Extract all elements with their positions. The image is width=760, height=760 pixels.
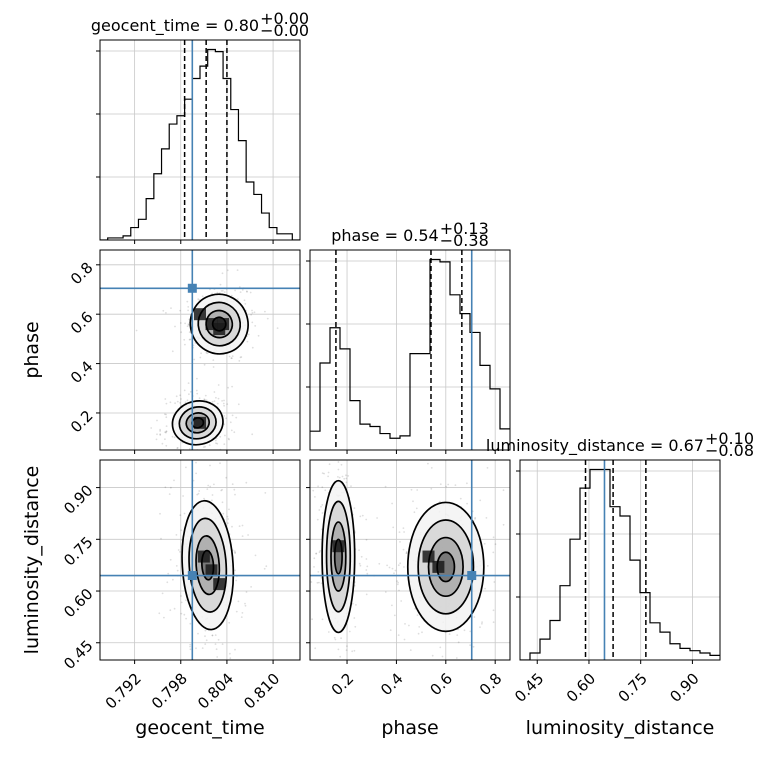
x-tick-label-luminosity_distance: 0.90 <box>666 670 702 706</box>
panel-frame <box>99 39 301 241</box>
panel-title-minus: −0.00 <box>260 21 309 40</box>
panel-title-plus: +0.10 <box>705 429 754 448</box>
x-axis-label-luminosity_distance: luminosity_distance <box>526 717 715 739</box>
contour-0-2 <box>195 535 221 596</box>
contour-1-2 <box>185 412 211 434</box>
tick-labels: 0.792 0.798 0.804 0.810 0.2 0.4 0.6 0.8 0.45 0.60… <box>60 259 702 713</box>
x-tick-label-luminosity_distance: 0.75 <box>615 670 651 706</box>
contour-0-0 <box>189 293 249 355</box>
panel-title-plus: +0.13 <box>440 219 489 238</box>
y-axis-label-phase: phase <box>21 321 43 378</box>
panel-luminosity_distance-histogram <box>516 459 721 664</box>
contour-0-3 <box>201 549 215 581</box>
panel-title-text: phase = 0.54 <box>331 226 438 245</box>
contour-0-3 <box>211 316 227 332</box>
contour-0-1 <box>197 301 242 347</box>
panel-title-text: geocent_time = 0.80 <box>91 16 259 36</box>
truth-marker <box>467 571 477 581</box>
panel-frame <box>309 459 511 661</box>
x-axis-label-phase: phase <box>381 717 438 739</box>
contour-1-3 <box>436 551 456 583</box>
y-axis-label-luminosity_distance: luminosity_distance <box>21 466 43 655</box>
density-level-1-3 <box>437 552 455 582</box>
x-tick-label-phase: 0.4 <box>377 670 407 700</box>
panel-frame <box>99 459 301 661</box>
panel-content <box>100 250 300 450</box>
density-peak-0-3 <box>213 323 226 336</box>
y-tick-label-phase: 0.8 <box>67 259 97 289</box>
y-tick-label-phase: 0.6 <box>67 308 97 338</box>
x-axis-label-geocent_time: geocent_time <box>135 717 264 739</box>
y-tick-label-luminosity_distance: 0.90 <box>60 481 96 517</box>
x-tick-label-phase: 0.6 <box>426 670 456 700</box>
panel-geocent_time-vs-luminosity_distance <box>96 459 301 664</box>
contour-0-0 <box>321 479 356 634</box>
x-tick-label-geocent_time: 0.792 <box>102 670 145 713</box>
y-tick-label-luminosity_distance: 0.60 <box>60 585 96 621</box>
density-peak-1-1 <box>422 550 435 563</box>
panel-frame <box>309 249 511 451</box>
y-tick-label-phase: 0.4 <box>67 357 97 387</box>
panel-title-minus: −0.08 <box>705 441 754 460</box>
panel-phase-vs-luminosity_distance <box>306 459 511 664</box>
contour-1-1 <box>417 519 475 615</box>
x-tick-label-geocent_time: 0.810 <box>240 670 283 713</box>
contour-1-1 <box>178 406 217 440</box>
contour-1-2 <box>427 536 464 598</box>
contour-1-0 <box>406 501 485 633</box>
x-tick-label-geocent_time: 0.804 <box>194 670 237 713</box>
y-tick-label-luminosity_distance: 0.45 <box>60 637 96 673</box>
density-peak-1-0 <box>432 560 445 573</box>
truth-marker <box>187 283 197 293</box>
panel-title-geocent_time: geocent_time = 0.80 +0.00−0.00 <box>91 9 309 40</box>
truth-marker <box>187 571 197 581</box>
x-tick-label-luminosity_distance: 0.45 <box>511 670 547 706</box>
x-tick-label-phase: 0.2 <box>328 670 358 700</box>
y-tick-label-phase: 0.2 <box>67 407 97 437</box>
contour-0-2 <box>330 521 347 592</box>
panel-frame <box>519 459 721 661</box>
contour-0-3 <box>333 538 343 575</box>
contour-0-1 <box>188 517 228 613</box>
panel-title-luminosity_distance: luminosity_distance = 0.67 +0.10−0.08 <box>486 429 754 460</box>
panel-title-plus: +0.00 <box>260 9 309 28</box>
panel-title-text: luminosity_distance = 0.67 <box>486 436 704 456</box>
axis-titles: geocent_time phase luminosity_distancephas… <box>21 321 714 739</box>
x-tick-label-luminosity_distance: 0.60 <box>563 670 599 706</box>
histogram-step-geocent_time <box>100 48 300 240</box>
panel-title-minus: −0.38 <box>440 231 489 250</box>
panel-content <box>100 460 300 660</box>
panel-content <box>310 460 510 660</box>
panel-title-phase: phase = 0.54 +0.13−0.38 <box>331 219 489 250</box>
contour-0-0 <box>181 499 235 631</box>
contour-1-0 <box>171 400 224 446</box>
density-peak-0-2 <box>197 550 210 563</box>
panel-frame <box>99 249 301 451</box>
contour-0-2 <box>205 309 234 339</box>
contour-0-1 <box>325 500 352 613</box>
panel-geocent_time-histogram <box>96 39 301 244</box>
histogram-step-phase <box>310 258 510 439</box>
y-tick-label-luminosity_distance: 0.75 <box>60 533 96 569</box>
histogram-step-luminosity_distance <box>520 468 720 660</box>
density-peak-0-0 <box>205 564 218 577</box>
panel-grid <box>100 460 300 660</box>
x-tick-label-phase: 0.8 <box>476 670 506 700</box>
panel-phase-histogram <box>306 249 511 454</box>
panel-geocent_time-vs-phase <box>96 249 301 454</box>
panel-grid <box>520 460 720 660</box>
x-tick-label-geocent_time: 0.798 <box>148 670 191 713</box>
